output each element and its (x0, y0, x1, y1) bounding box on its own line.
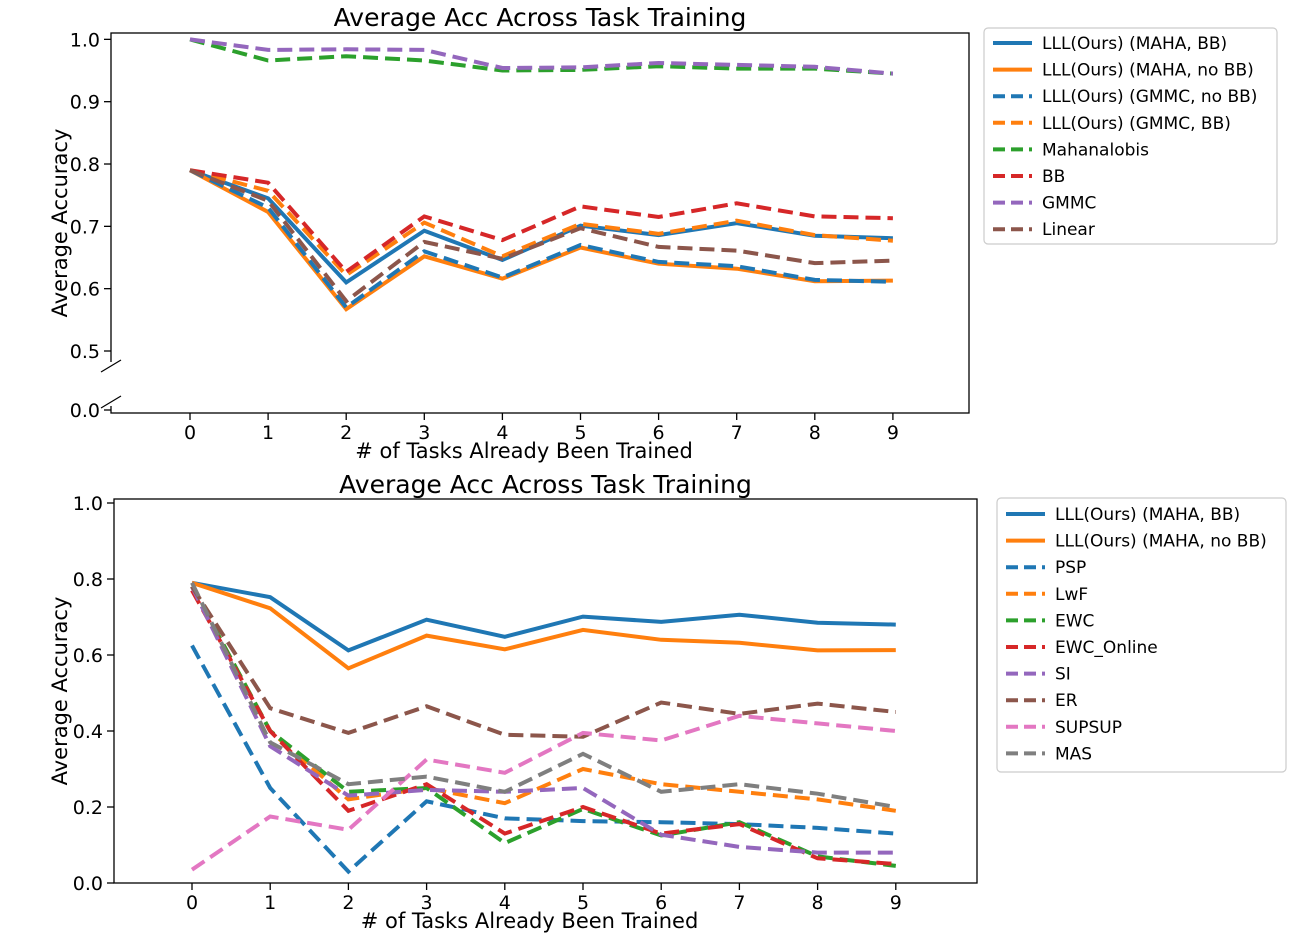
y-tick-label: 0.4 (73, 721, 103, 743)
y-tick-label: 0.9 (70, 92, 100, 114)
legend-label-mahanalobis: Mahanalobis (1042, 140, 1149, 160)
x-tick-label: 7 (733, 892, 745, 914)
x-tick-label: 8 (809, 422, 821, 444)
x-tick-label: 4 (499, 892, 511, 914)
legend-label-psp: PSP (1055, 558, 1086, 578)
legend-label-lll-ours-maha-no-bb: LLL(Ours) (MAHA, no BB) (1055, 532, 1267, 552)
legend: LLL(Ours) (MAHA, BB) LLL(Ours) (MAHA, no … (983, 27, 1278, 245)
y-axis-label: Average Accuracy (48, 597, 72, 786)
series-line-supsup (190, 713, 896, 872)
series-line-psp (190, 644, 896, 875)
legend-label-si: SI (1055, 665, 1071, 685)
x-tick-label: 3 (421, 892, 433, 914)
x-tick-label: 4 (496, 422, 508, 444)
series-line-lll-ours-maha-no-bb (191, 580, 896, 671)
y-tick-label: 0.8 (70, 154, 100, 176)
series-line-lll-ours-maha-bb (191, 580, 896, 653)
y-tick-label: 0.6 (70, 279, 100, 301)
legend-label-gmmc: GMMC (1042, 194, 1096, 214)
y-tick-label: 0.7 (70, 216, 100, 238)
legend-label-lwf: LwF (1055, 585, 1088, 605)
x-tick-label: 9 (890, 892, 902, 914)
legend-label-ewc-online: EWC_Online (1055, 638, 1158, 658)
y-tick-label: 0.8 (73, 569, 103, 591)
y-tick-label: 1.0 (70, 29, 100, 51)
series-line-lll-ours-gmmc-bb (189, 168, 894, 278)
chart-title: Average Acc Across Task Training (334, 3, 747, 32)
y-tick-label: 0.0 (73, 873, 103, 895)
plot-frame (110, 32, 970, 414)
x-tick-label: 6 (655, 892, 667, 914)
x-tick-label: 1 (264, 892, 276, 914)
x-tick-label: 3 (418, 422, 430, 444)
y-tick-label: 0.0 (70, 400, 100, 422)
x-axis-label: # of Tasks Already Been Trained (355, 439, 693, 463)
y-tick-label: 0.2 (73, 797, 103, 819)
chart-title: Average Acc Across Task Training (339, 470, 752, 499)
axis-break-gap (108, 362, 114, 406)
chart-panel-1: Average Acc Across Task Training 0.0 0.5 0.… (48, 3, 1278, 463)
y-tick-label: 0.6 (73, 645, 103, 667)
x-tick-label: 0 (186, 892, 198, 914)
legend-label-lll-ours-maha-bb: LLL(Ours) (MAHA, BB) (1042, 34, 1227, 54)
series-line-er (190, 585, 897, 739)
x-tick-label: 0 (184, 422, 196, 444)
x-axis-label: # of Tasks Already Been Trained (361, 909, 699, 933)
legend-label-linear: Linear (1042, 220, 1095, 240)
series-line-lll-ours-maha-bb (189, 168, 893, 286)
legend: LLL(Ours) (MAHA, BB) LLL(Ours) (MAHA, no … (996, 497, 1287, 773)
x-tick-label: 7 (731, 422, 743, 444)
x-tick-label: 2 (342, 892, 354, 914)
axis-break-mark-upper (100, 359, 122, 373)
legend-label-lll-ours-maha-bb: LLL(Ours) (MAHA, BB) (1055, 505, 1240, 525)
x-tick-label: 8 (812, 892, 824, 914)
legend-label-er: ER (1055, 691, 1078, 711)
series-line-ewc-online (190, 589, 896, 866)
legend-label-supsup: SUPSUP (1055, 718, 1122, 738)
legend-label-lll-ours-gmmc-no-bb: LLL(Ours) (GMMC, no BB) (1042, 87, 1257, 107)
legend-box (983, 27, 1278, 245)
series-line-lwf (190, 585, 897, 813)
x-tick-label: 6 (653, 422, 665, 444)
x-tick-label: 9 (887, 422, 899, 444)
series-line-linear (189, 168, 893, 304)
legend-box (996, 497, 1287, 773)
y-tick-label: 0.5 (70, 341, 100, 363)
x-tick-label: 2 (340, 422, 352, 444)
y-axis-label: Average Accuracy (48, 129, 72, 318)
legend-label-lll-ours-gmmc-bb: LLL(Ours) (GMMC, BB) (1042, 114, 1231, 134)
x-tick-label: 5 (574, 422, 586, 444)
series-line-si (190, 585, 896, 855)
series-line-gmmc (189, 37, 894, 76)
y-tick-label: 1.0 (73, 493, 103, 515)
legend-label-bb: BB (1042, 167, 1065, 187)
x-tick-label: 1 (262, 422, 274, 444)
series-line-bb (189, 168, 893, 275)
axis-break-mark-lower (100, 395, 122, 409)
legend-label-lll-ours-maha-no-bb: LLL(Ours) (MAHA, no BB) (1042, 61, 1254, 81)
legend-label-ewc: EWC (1055, 611, 1094, 631)
legend-label-mas: MAS (1055, 744, 1092, 764)
series-line-lll-ours-gmmc-no-bb (189, 168, 893, 311)
x-tick-label: 5 (577, 892, 589, 914)
series-line-mahanalobis (189, 37, 894, 76)
series-line-mas (190, 581, 897, 809)
plot-frame (113, 498, 978, 884)
series-line-lll-ours-maha-no-bb (189, 168, 893, 312)
chart-panel-2: Average Acc Across Task Training 0.0 0.2 0.… (48, 470, 1287, 933)
